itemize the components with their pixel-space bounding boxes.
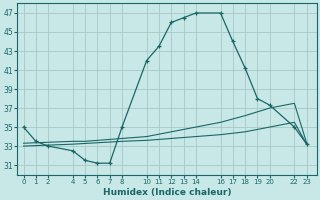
X-axis label: Humidex (Indice chaleur): Humidex (Indice chaleur) <box>103 188 231 197</box>
